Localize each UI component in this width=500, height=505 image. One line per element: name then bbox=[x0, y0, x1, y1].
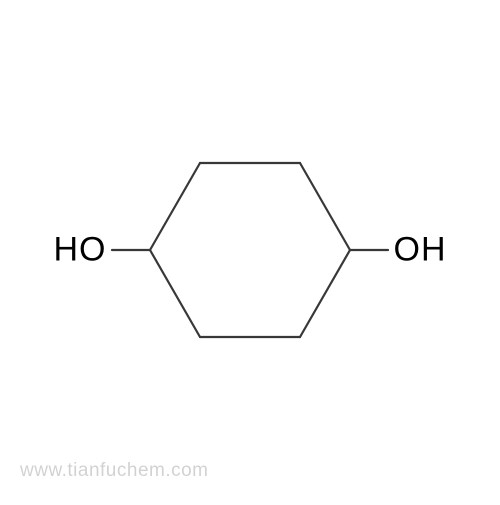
bond bbox=[300, 250, 350, 337]
atom-label-right: OH bbox=[394, 231, 447, 270]
bond bbox=[150, 250, 200, 337]
bond bbox=[150, 163, 200, 250]
watermark-text: www.tianfuchem.com bbox=[20, 460, 209, 482]
bond bbox=[300, 163, 350, 250]
atom-label-left: HO bbox=[54, 231, 107, 270]
structure-canvas: HO OH www.tianfuchem.com bbox=[0, 0, 500, 500]
